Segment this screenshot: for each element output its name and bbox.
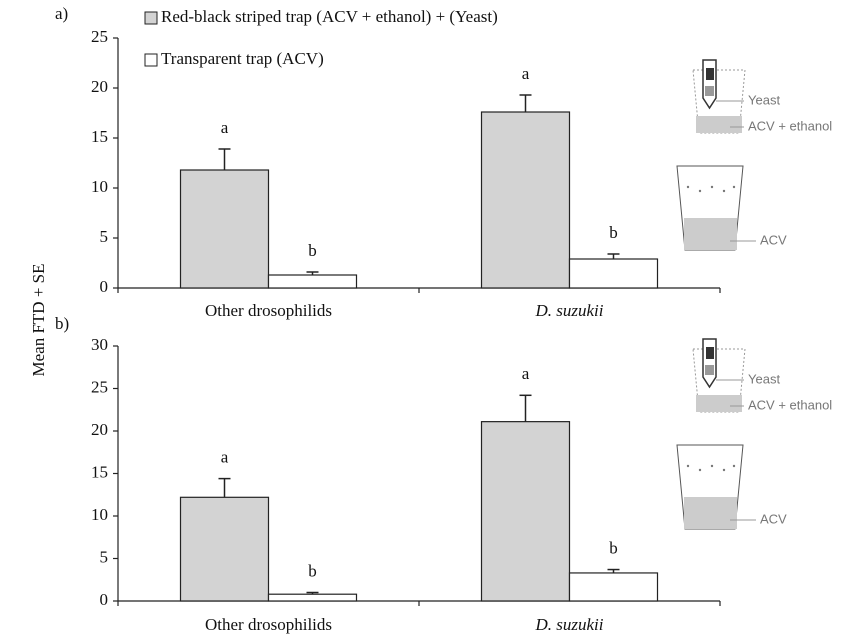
y-tick-label: 0 bbox=[100, 277, 109, 296]
bar bbox=[570, 573, 658, 601]
y-tick-label: 25 bbox=[91, 27, 108, 46]
significance-letter: b bbox=[308, 241, 317, 260]
legend-label: Red-black striped trap (ACV + ethanol) +… bbox=[161, 7, 498, 26]
trap-tube bbox=[703, 339, 716, 387]
y-tick-label: 20 bbox=[91, 420, 108, 439]
y-tick-label: 0 bbox=[100, 590, 109, 609]
y-tick-label: 10 bbox=[91, 505, 108, 524]
bar bbox=[181, 497, 269, 601]
trap-tube-fill bbox=[705, 86, 714, 96]
y-tick-label: 5 bbox=[100, 227, 109, 246]
bar bbox=[269, 594, 357, 601]
y-tick-label: 10 bbox=[91, 177, 108, 196]
legend-swatch bbox=[145, 12, 157, 24]
dot bbox=[723, 190, 725, 192]
significance-letter: b bbox=[609, 538, 618, 557]
x-tick-label: Other drosophilids bbox=[205, 301, 332, 320]
trap-liquid bbox=[684, 218, 737, 250]
significance-letter: b bbox=[308, 561, 317, 580]
y-tick-label: 20 bbox=[91, 77, 108, 96]
y-tick-label: 30 bbox=[91, 335, 108, 354]
error-bar bbox=[608, 254, 620, 259]
trap-diagrams: Yeast ACV + ethanol ACV bbox=[677, 339, 832, 529]
significance-letter: a bbox=[522, 364, 530, 383]
dot bbox=[699, 190, 701, 192]
x-tick-label: D. suzukii bbox=[535, 615, 604, 634]
y-axis-label: Mean FTD + SE bbox=[29, 264, 48, 377]
panel-label: b) bbox=[55, 314, 69, 333]
diagram-label: Yeast bbox=[748, 371, 780, 386]
error-bar bbox=[520, 395, 532, 421]
significance-letter: a bbox=[221, 118, 229, 137]
figure: Mean FTD + SE a) 0 5 10 15 20 25 Other drosophi… bbox=[0, 0, 841, 636]
diagram-label: Yeast bbox=[748, 92, 780, 107]
bar bbox=[181, 170, 269, 288]
diagram-label: ACV bbox=[760, 511, 787, 526]
dot bbox=[733, 465, 735, 467]
error-bar bbox=[219, 479, 231, 498]
bar bbox=[482, 112, 570, 288]
significance-letter: a bbox=[522, 64, 530, 83]
x-tick-label: D. suzukii bbox=[535, 301, 604, 320]
bar bbox=[269, 275, 357, 288]
panel-label: a) bbox=[55, 4, 68, 23]
significance-letter: b bbox=[609, 223, 618, 242]
dot bbox=[733, 186, 735, 188]
trap-liquid bbox=[696, 116, 742, 133]
bar bbox=[482, 422, 570, 601]
error-bar bbox=[520, 95, 532, 112]
trap-tube bbox=[703, 60, 716, 108]
y-tick-label: 15 bbox=[91, 127, 108, 146]
diagram-label: ACV + ethanol bbox=[748, 118, 832, 133]
legend-label: Transparent trap (ACV) bbox=[161, 49, 324, 68]
bar bbox=[570, 259, 658, 288]
dot bbox=[699, 469, 701, 471]
trap-liquid bbox=[696, 395, 742, 412]
error-bar bbox=[219, 149, 231, 170]
trap-liquid bbox=[684, 497, 737, 529]
dot bbox=[711, 186, 713, 188]
significance-letter: a bbox=[221, 448, 229, 467]
trap-tube-band bbox=[706, 68, 714, 80]
trap-diagrams: Yeast ACV + ethanol ACV bbox=[677, 60, 832, 250]
y-tick-label: 25 bbox=[91, 377, 108, 396]
dot bbox=[687, 186, 689, 188]
diagram-label: ACV bbox=[760, 232, 787, 247]
diagram-label: ACV + ethanol bbox=[748, 397, 832, 412]
dot bbox=[687, 465, 689, 467]
legend-swatch bbox=[145, 54, 157, 66]
x-tick-label: Other drosophilids bbox=[205, 615, 332, 634]
dot bbox=[711, 465, 713, 467]
trap-tube-band bbox=[706, 347, 714, 359]
dot bbox=[723, 469, 725, 471]
y-tick-label: 5 bbox=[100, 547, 109, 566]
trap-tube-fill bbox=[705, 365, 714, 375]
y-tick-label: 15 bbox=[91, 462, 108, 481]
